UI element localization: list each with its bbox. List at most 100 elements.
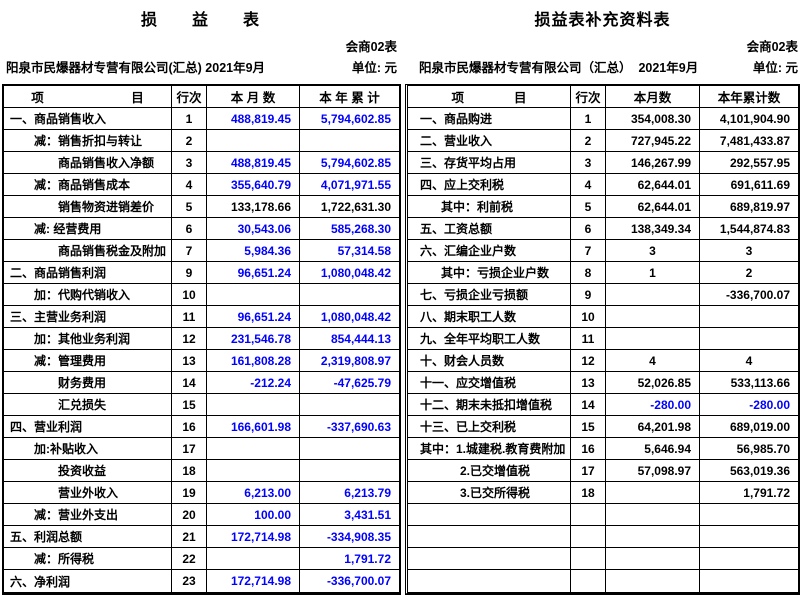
- item-cell: 减：管理费用: [4, 350, 172, 372]
- item-cell: 十三、已上交利税: [408, 416, 571, 438]
- line-no-cell: 2: [172, 130, 207, 152]
- line-no-cell: 16: [172, 416, 207, 438]
- line-no-cell: 14: [172, 372, 207, 394]
- ytd-value-cell: 5,794,602.85: [300, 108, 399, 130]
- item-cell: 十二、期末未抵扣增值税: [408, 394, 571, 416]
- month-value-cell: 354,008.30: [606, 108, 700, 130]
- month-value-cell: 172,714.98: [207, 526, 300, 548]
- month-value-cell: [606, 482, 700, 504]
- line-no-cell: 9: [172, 262, 207, 284]
- month-value-cell: [207, 394, 300, 416]
- ytd-value-cell: 2,319,808.97: [300, 350, 399, 372]
- ytd-value-cell: 4: [700, 350, 798, 372]
- line-no-cell: 21: [172, 526, 207, 548]
- month-value-cell: 5,646.94: [606, 438, 700, 460]
- month-value-cell: 133,178.66: [207, 196, 300, 218]
- month-value-cell: 231,546.78: [207, 328, 300, 350]
- item-cell: 五、利润总额: [4, 526, 172, 548]
- ytd-value-cell: 533,113.66: [700, 372, 798, 394]
- ytd-value-cell: 691,611.69: [700, 174, 798, 196]
- ytd-value-cell: 1,791.72: [300, 548, 399, 570]
- line-no-cell: 13: [571, 372, 606, 394]
- left-report-title: 损 益 表: [140, 12, 260, 29]
- item-cell: 十一、应交增值税: [408, 372, 571, 394]
- item-cell: 减: 经营费用: [4, 218, 172, 240]
- line-no-column-header: 行次: [172, 86, 207, 108]
- month-value-cell: -212.24: [207, 372, 300, 394]
- item-cell: 一、商品购进: [408, 108, 571, 130]
- month-value-cell: -280.00: [606, 394, 700, 416]
- item-cell: [408, 526, 571, 548]
- left-company-name: 阳泉市民爆器材专营有限公司(汇总) 2021年9月: [6, 61, 266, 75]
- ytd-value-cell: 1,791.72: [700, 482, 798, 504]
- ytd-value-cell: -47,625.79: [300, 372, 399, 394]
- month-value-cell: 727,945.22: [606, 130, 700, 152]
- month-value-cell: [207, 460, 300, 482]
- item-cell: 六、汇编企业户数: [408, 240, 571, 262]
- ytd-value-cell: 3: [700, 240, 798, 262]
- item-cell: 投资收益: [4, 460, 172, 482]
- ytd-value-cell: 3,431.51: [300, 504, 399, 526]
- line-no-cell: 8: [571, 262, 606, 284]
- item-cell: 3.已交所得税: [408, 482, 571, 504]
- ytd-value-cell: 57,314.58: [300, 240, 399, 262]
- item-cell: 减：营业外支出: [4, 504, 172, 526]
- month-value-cell: 146,267.99: [606, 152, 700, 174]
- ytd-column-header: 本年累计数: [700, 86, 798, 108]
- line-no-cell: 7: [172, 240, 207, 262]
- ytd-value-cell: [300, 284, 399, 306]
- item-column-header: 项 目: [4, 86, 172, 108]
- month-value-cell: 5,984.36: [207, 240, 300, 262]
- line-no-cell: 18: [172, 460, 207, 482]
- item-cell: 加：其他业务利润: [4, 328, 172, 350]
- month-value-cell: [207, 438, 300, 460]
- ytd-value-cell: 1,544,874.83: [700, 218, 798, 240]
- line-no-cell: 17: [571, 460, 606, 482]
- ytd-value-cell: 56,985.70: [700, 438, 798, 460]
- left-form-number: 会商02表: [345, 40, 397, 54]
- left-meta-line: 阳泉市民爆器材专营有限公司(汇总) 2021年9月 单位: 元: [2, 57, 399, 76]
- item-cell: 加：代购代销收入: [4, 284, 172, 306]
- line-no-cell: 6: [172, 218, 207, 240]
- line-no-cell: 5: [172, 196, 207, 218]
- left-table: 项 目行次本 月 数本 年 累 计一、商品销售收入 1 488,819.45 5,79…: [2, 84, 401, 595]
- item-cell: 七、亏损企业亏损额: [408, 284, 571, 306]
- month-value-cell: [606, 306, 700, 328]
- ytd-value-cell: [700, 570, 798, 592]
- right-unit-label: 单位: 元: [752, 61, 798, 75]
- item-cell: 三、主营业务利润: [4, 306, 172, 328]
- month-value-cell: 1: [606, 262, 700, 284]
- month-value-cell: 4: [606, 350, 700, 372]
- line-no-cell: 1: [172, 108, 207, 130]
- ytd-value-cell: 4,101,904.90: [700, 108, 798, 130]
- line-no-cell: 19: [172, 482, 207, 504]
- item-cell: [408, 504, 571, 526]
- month-value-cell: 100.00: [207, 504, 300, 526]
- month-value-cell: 52,026.85: [606, 372, 700, 394]
- item-cell: 2.已交增值税: [408, 460, 571, 482]
- line-no-cell: 11: [172, 306, 207, 328]
- month-value-cell: [606, 548, 700, 570]
- item-cell: 其中：利前税: [408, 196, 571, 218]
- ytd-value-cell: [300, 460, 399, 482]
- month-value-cell: 166,601.98: [207, 416, 300, 438]
- line-no-cell: 7: [571, 240, 606, 262]
- line-no-cell: 1: [571, 108, 606, 130]
- item-cell: 十、财会人员数: [408, 350, 571, 372]
- ytd-value-cell: [300, 438, 399, 460]
- month-value-cell: 488,819.45: [207, 152, 300, 174]
- right-table: 项 目行次 本月数 本年累计数 一、商品购进 1 354,008.30 4,101,904.…: [405, 84, 800, 595]
- ytd-value-cell: 1,080,048.42: [300, 262, 399, 284]
- ytd-value-cell: 563,019.36: [700, 460, 798, 482]
- ytd-column-header: 本 年 累 计: [300, 86, 399, 108]
- month-column-header: 本 月 数: [207, 86, 300, 108]
- right-report-header: 损益表补充资料表 会商02表 阳泉市民爆器材专营有限公司（汇总） 2021年9月…: [405, 0, 800, 84]
- item-cell: 加:补贴收入: [4, 438, 172, 460]
- line-no-cell: 20: [172, 504, 207, 526]
- ytd-value-cell: [300, 394, 399, 416]
- item-cell: 三、存货平均占用: [408, 152, 571, 174]
- line-no-cell: 2: [571, 130, 606, 152]
- line-no-cell: [571, 548, 606, 570]
- item-cell: [408, 548, 571, 570]
- line-no-cell: 9: [571, 284, 606, 306]
